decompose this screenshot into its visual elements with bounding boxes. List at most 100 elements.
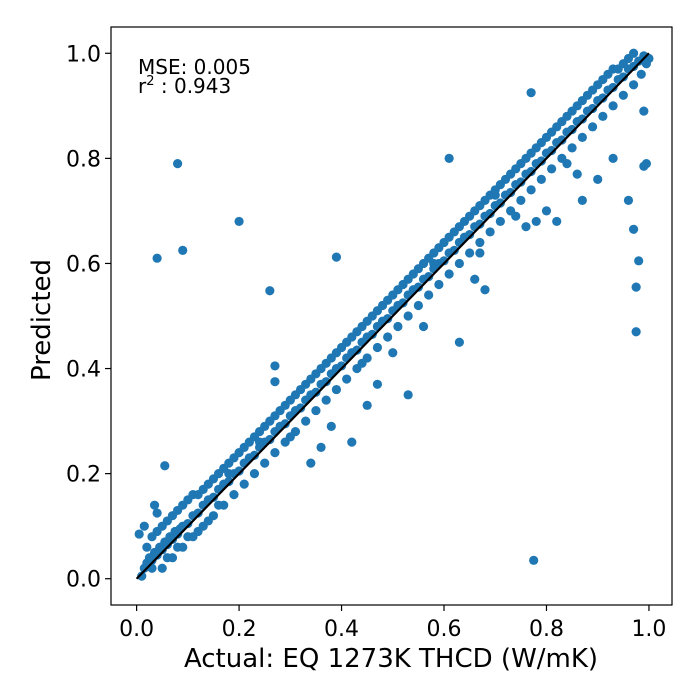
data-point [623, 195, 634, 205]
data-point [160, 461, 170, 471]
data-point [439, 256, 449, 266]
data-point [234, 216, 244, 227]
data-point [352, 345, 362, 355]
data-point [295, 403, 306, 413]
data-point [270, 377, 280, 387]
data-point [342, 374, 352, 384]
data-point [424, 290, 434, 300]
data-point [636, 69, 646, 79]
y-tick-label: 0.6 [66, 252, 101, 277]
data-point [173, 159, 183, 169]
data-point [552, 216, 562, 227]
data-point [567, 124, 577, 135]
data-point [311, 405, 321, 416]
data-point [311, 387, 321, 397]
data-point [203, 516, 213, 526]
data-point [280, 419, 290, 429]
data-point [183, 518, 193, 529]
y-tick-label: 0.2 [66, 463, 101, 488]
data-point [495, 216, 505, 227]
data-point [193, 508, 203, 518]
data-point [577, 114, 587, 124]
data-point [485, 227, 495, 237]
data-point [367, 329, 377, 339]
data-point [239, 479, 249, 489]
data-point [173, 542, 183, 552]
data-point [608, 101, 618, 111]
data-point [641, 159, 651, 169]
data-point [598, 93, 608, 103]
data-point [424, 271, 434, 282]
data-point [152, 253, 162, 263]
data-point [249, 450, 260, 460]
data-point [413, 300, 423, 311]
x-axis-label: Actual: EQ 1273K THCD (W/mK) [184, 644, 598, 674]
mse-annotation: MSE: 0.005 [138, 55, 251, 79]
reference-line-layer [135, 52, 650, 580]
data-point [593, 174, 603, 184]
data-point [224, 469, 234, 479]
data-point [449, 245, 459, 255]
data-point [434, 279, 444, 290]
data-point [213, 500, 224, 510]
data-point [628, 224, 639, 234]
data-point [526, 88, 536, 98]
data-point [254, 437, 265, 447]
r2-value: : 0.943 [155, 74, 232, 98]
x-tick-label: 0.8 [529, 617, 564, 642]
data-point [383, 314, 393, 324]
data-point [454, 258, 464, 269]
data-point [547, 164, 557, 174]
r2-symbol: r [138, 74, 147, 98]
data-point [465, 229, 475, 240]
data-point [557, 135, 567, 145]
data-point [316, 442, 326, 452]
data-point [641, 59, 651, 69]
data-point [490, 190, 500, 200]
data-point [224, 476, 234, 487]
data-point [413, 282, 423, 292]
data-point [587, 103, 598, 114]
data-point [536, 156, 546, 166]
data-point [234, 466, 244, 476]
data-point [388, 348, 398, 358]
data-point [495, 198, 505, 208]
data-point [536, 174, 546, 184]
data-point [139, 521, 149, 531]
ticks-layer: 0.0 0.2 0.4 0.6 0.8 1.0 0.0 0.2 0.4 0.6 0.8 1.0 [66, 42, 666, 642]
data-point [526, 185, 536, 195]
data-point [631, 282, 641, 292]
data-point [480, 285, 490, 295]
data-point [321, 395, 331, 405]
data-point [285, 432, 295, 442]
data-point [162, 553, 172, 563]
data-point [403, 390, 413, 400]
x-tick-label: 1.0 [631, 617, 666, 642]
data-point [639, 106, 649, 116]
data-point [265, 286, 275, 296]
data-point [229, 490, 239, 500]
data-point [178, 245, 188, 255]
data-point [372, 342, 383, 353]
r2-annotation: r2 : 0.943 [138, 74, 231, 98]
data-point [142, 542, 152, 552]
data-point [183, 532, 193, 542]
data-point [249, 469, 260, 479]
data-point [331, 384, 342, 395]
data-point [567, 143, 577, 153]
data-point [628, 48, 639, 58]
data-point [516, 177, 526, 187]
y-tick-label: 0.4 [66, 358, 101, 383]
data-point [634, 256, 644, 266]
data-point [577, 132, 587, 142]
data-point [618, 72, 628, 82]
data-point [157, 563, 167, 573]
data-point [587, 122, 598, 132]
data-point [383, 332, 393, 342]
x-tick-label: 0.0 [119, 617, 154, 642]
data-point [208, 492, 219, 502]
data-point [444, 269, 454, 279]
data-point [516, 195, 526, 205]
data-point [336, 361, 347, 371]
